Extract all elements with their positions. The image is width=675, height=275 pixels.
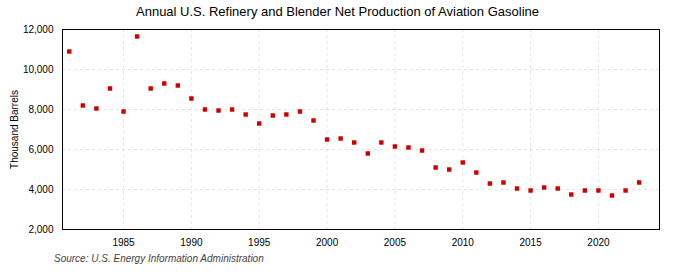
svg-text:2015: 2015 — [519, 237, 542, 248]
svg-text:2000: 2000 — [316, 237, 339, 248]
html-text:Annual U.S. Refinery and Blend: Annual U.S. Refinery and Blender Net Pro… — [136, 4, 539, 19]
svg-text:8,000: 8,000 — [28, 104, 53, 115]
html-text:Source: U.S. Energy Informatio: Source: U.S. Energy Information Administ… — [54, 253, 264, 264]
svg-text:4,000: 4,000 — [28, 184, 53, 195]
svg-text:2,000: 2,000 — [28, 224, 53, 235]
svg-text:1990: 1990 — [180, 237, 203, 248]
svg-text:12,000: 12,000 — [23, 24, 54, 35]
svg-text:2005: 2005 — [384, 237, 407, 248]
svg-text:1985: 1985 — [112, 237, 135, 248]
svg-text:2010: 2010 — [452, 237, 475, 248]
svg-text:Thousand Barrels: Thousand Barrels — [9, 90, 20, 169]
svg-text:6,000: 6,000 — [28, 144, 53, 155]
svg-text:10,000: 10,000 — [23, 64, 54, 75]
svg-text:2020: 2020 — [587, 237, 610, 248]
svg-text:1995: 1995 — [248, 237, 271, 248]
